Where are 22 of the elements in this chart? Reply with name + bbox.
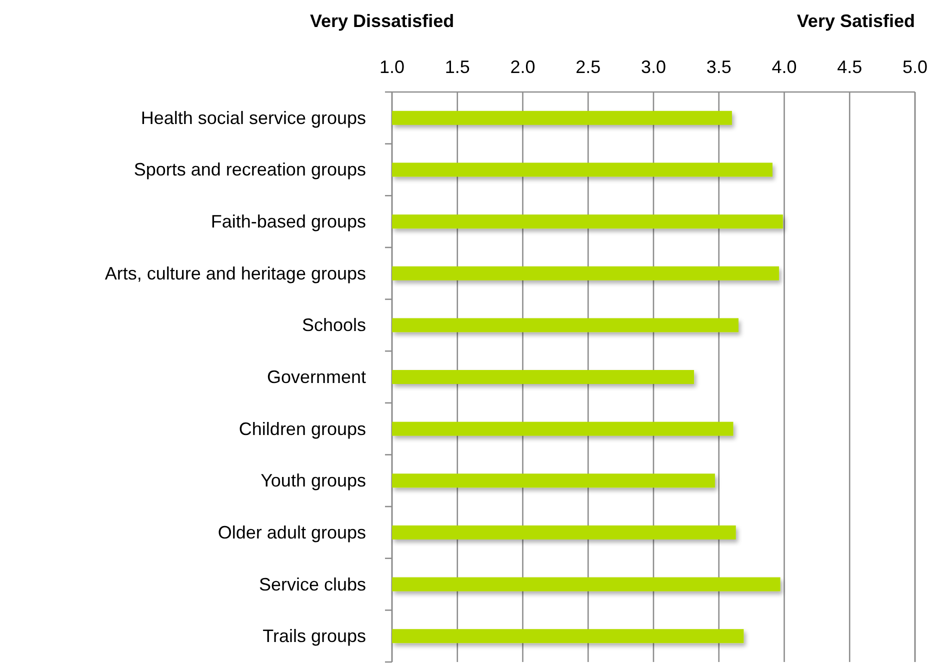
y-tick-label: Trails groups (262, 626, 366, 646)
x-tick-label: 5.0 (902, 57, 928, 77)
x-tick-label: 3.0 (640, 57, 666, 77)
y-tick-label: Sports and recreation groups (134, 160, 366, 180)
x-tick-label: 1.5 (444, 57, 470, 77)
x-tick-label: 2.5 (576, 57, 601, 77)
y-tick-label: Arts, culture and heritage groups (104, 263, 366, 284)
y-tick-label: Service clubs (258, 574, 366, 594)
x-tick-label: 4.5 (837, 57, 862, 77)
text: Very Dissatisfied (310, 11, 454, 31)
x-tick-label: 3.5 (706, 57, 732, 77)
y-tick-label: Youth groups (260, 470, 366, 491)
y-tick-label: Children groups (238, 418, 366, 439)
y-tick-label: Schools (302, 315, 366, 336)
x-tick-label: 2.0 (510, 57, 536, 77)
y-tick-label: Faith-based groups (210, 212, 366, 232)
y-tick-label: Older adult groups (218, 522, 366, 542)
x-tick-label: 4.0 (772, 57, 797, 77)
y-tick-label: Health social service groups (140, 108, 366, 128)
text: Very Satisfied (796, 11, 915, 31)
y-tick-label: Government (266, 367, 366, 387)
x-tick-label: 1.0 (379, 57, 405, 77)
